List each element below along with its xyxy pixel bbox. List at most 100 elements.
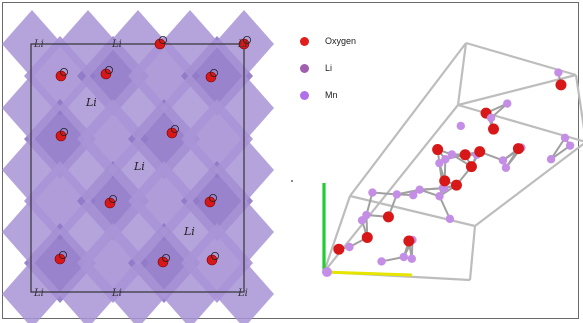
oxygen-atom (432, 144, 444, 156)
oxygen-atom (55, 130, 67, 142)
li-atom (445, 214, 455, 224)
mn-swatch (300, 90, 309, 100)
li-atom (368, 188, 377, 197)
oxygen-atoms-left (54, 36, 251, 268)
x-axis-arrow (323, 270, 413, 277)
oxygen-atom (55, 70, 67, 82)
oxygen-atom (382, 211, 394, 223)
octahedron (108, 74, 168, 142)
oxygen-atom-outline (170, 125, 179, 134)
li-atom (498, 156, 508, 165)
octahedron (58, 198, 118, 266)
oxygen-atom (403, 235, 415, 247)
bond (550, 137, 566, 160)
octahedron (160, 136, 220, 204)
oxygen-atom (555, 79, 567, 91)
li-atom (554, 68, 563, 77)
cell-edge (457, 73, 577, 107)
oxygen-atom (205, 71, 217, 83)
octahedra-layer (2, 10, 274, 323)
oxygen-atom-outline (60, 68, 69, 77)
cell-edge (474, 142, 583, 227)
oxygen-atom (157, 256, 169, 268)
oxygen-atom-outline (60, 127, 69, 136)
origin-atom (322, 267, 332, 277)
oxygen-atom (450, 179, 462, 191)
li-atom (503, 99, 512, 108)
figure-frame (2, 2, 579, 319)
unit-cell-outline (30, 43, 245, 293)
legend-item-li: Li (300, 63, 332, 73)
li-label: Li (85, 96, 97, 109)
corner-li-label: Li (237, 39, 248, 50)
ball-and-stick-view (291, 41, 583, 282)
oxygen-atom (154, 38, 166, 50)
oxygen-atom-outline (105, 66, 114, 75)
legend-label-li: Li (325, 63, 333, 73)
bond-network (338, 72, 571, 263)
li-atom (415, 185, 424, 194)
oxygen-atom-outline (210, 251, 219, 260)
oxygen-atom-outline (109, 194, 118, 203)
oxygen-atom-outline (209, 69, 218, 78)
unit-cell-box-right (322, 41, 583, 282)
li-atom (407, 254, 417, 263)
oxygen-atom (333, 243, 345, 255)
octahedron (108, 198, 168, 266)
oxygen-atom (512, 143, 524, 155)
oxygen-atom (104, 197, 116, 209)
octahedron (2, 74, 62, 142)
oxygen-swatch (300, 36, 309, 46)
oxygen-atom (465, 161, 477, 173)
cell-edge (349, 42, 467, 197)
li-atom (560, 133, 570, 143)
octahedron (108, 136, 168, 204)
oxygen-atom (204, 196, 216, 208)
oxygen-atom (54, 253, 66, 265)
stray-dot (291, 180, 293, 182)
oxygen-atom-outline (59, 250, 68, 259)
oxygen-atom (439, 175, 451, 187)
li-atom (392, 190, 401, 199)
oxygen-atom (361, 231, 373, 243)
oxygen-atom-outline (158, 36, 167, 45)
corner-li-label: Li (111, 39, 122, 50)
oxygen-atom-outline (161, 253, 170, 262)
li-atom (486, 113, 496, 123)
oxygen-atom (238, 38, 250, 50)
li-atom (441, 155, 450, 164)
oxygen-atom-outline (242, 36, 251, 45)
corner-li-label: Li (33, 39, 44, 50)
oxygen-atom (474, 146, 486, 158)
li-atom (447, 150, 457, 159)
cell-edge (322, 195, 352, 273)
li-atom (377, 257, 386, 266)
li-atom (409, 190, 418, 200)
li-atom (565, 141, 575, 150)
li-atom (345, 242, 354, 252)
octahedron (58, 74, 118, 142)
octahedron (160, 198, 220, 266)
cell-edge (323, 104, 459, 273)
li-label: Li (183, 225, 195, 238)
oxygen-atom (488, 123, 500, 135)
cell-edge (468, 225, 477, 281)
atoms-right (333, 68, 575, 266)
legend-item-mn: Mn (300, 90, 338, 100)
legend-label-oxygen: Oxygen (325, 36, 357, 46)
octahedron (2, 136, 62, 204)
oxygen-atom-outline (208, 193, 217, 202)
octahedron (2, 198, 62, 266)
li-atom (435, 192, 444, 201)
li-atom (546, 155, 556, 164)
li-atom (435, 158, 444, 168)
oxygen-atom (166, 127, 178, 139)
li-swatch (300, 63, 309, 73)
legend-item-oxygen: Oxygen (300, 36, 356, 46)
oxygen-atom (459, 149, 471, 161)
oxygen-atom (100, 68, 112, 80)
octahedron (160, 74, 220, 142)
li-label: Li (133, 160, 145, 173)
legend-label-mn: Mn (325, 90, 338, 100)
